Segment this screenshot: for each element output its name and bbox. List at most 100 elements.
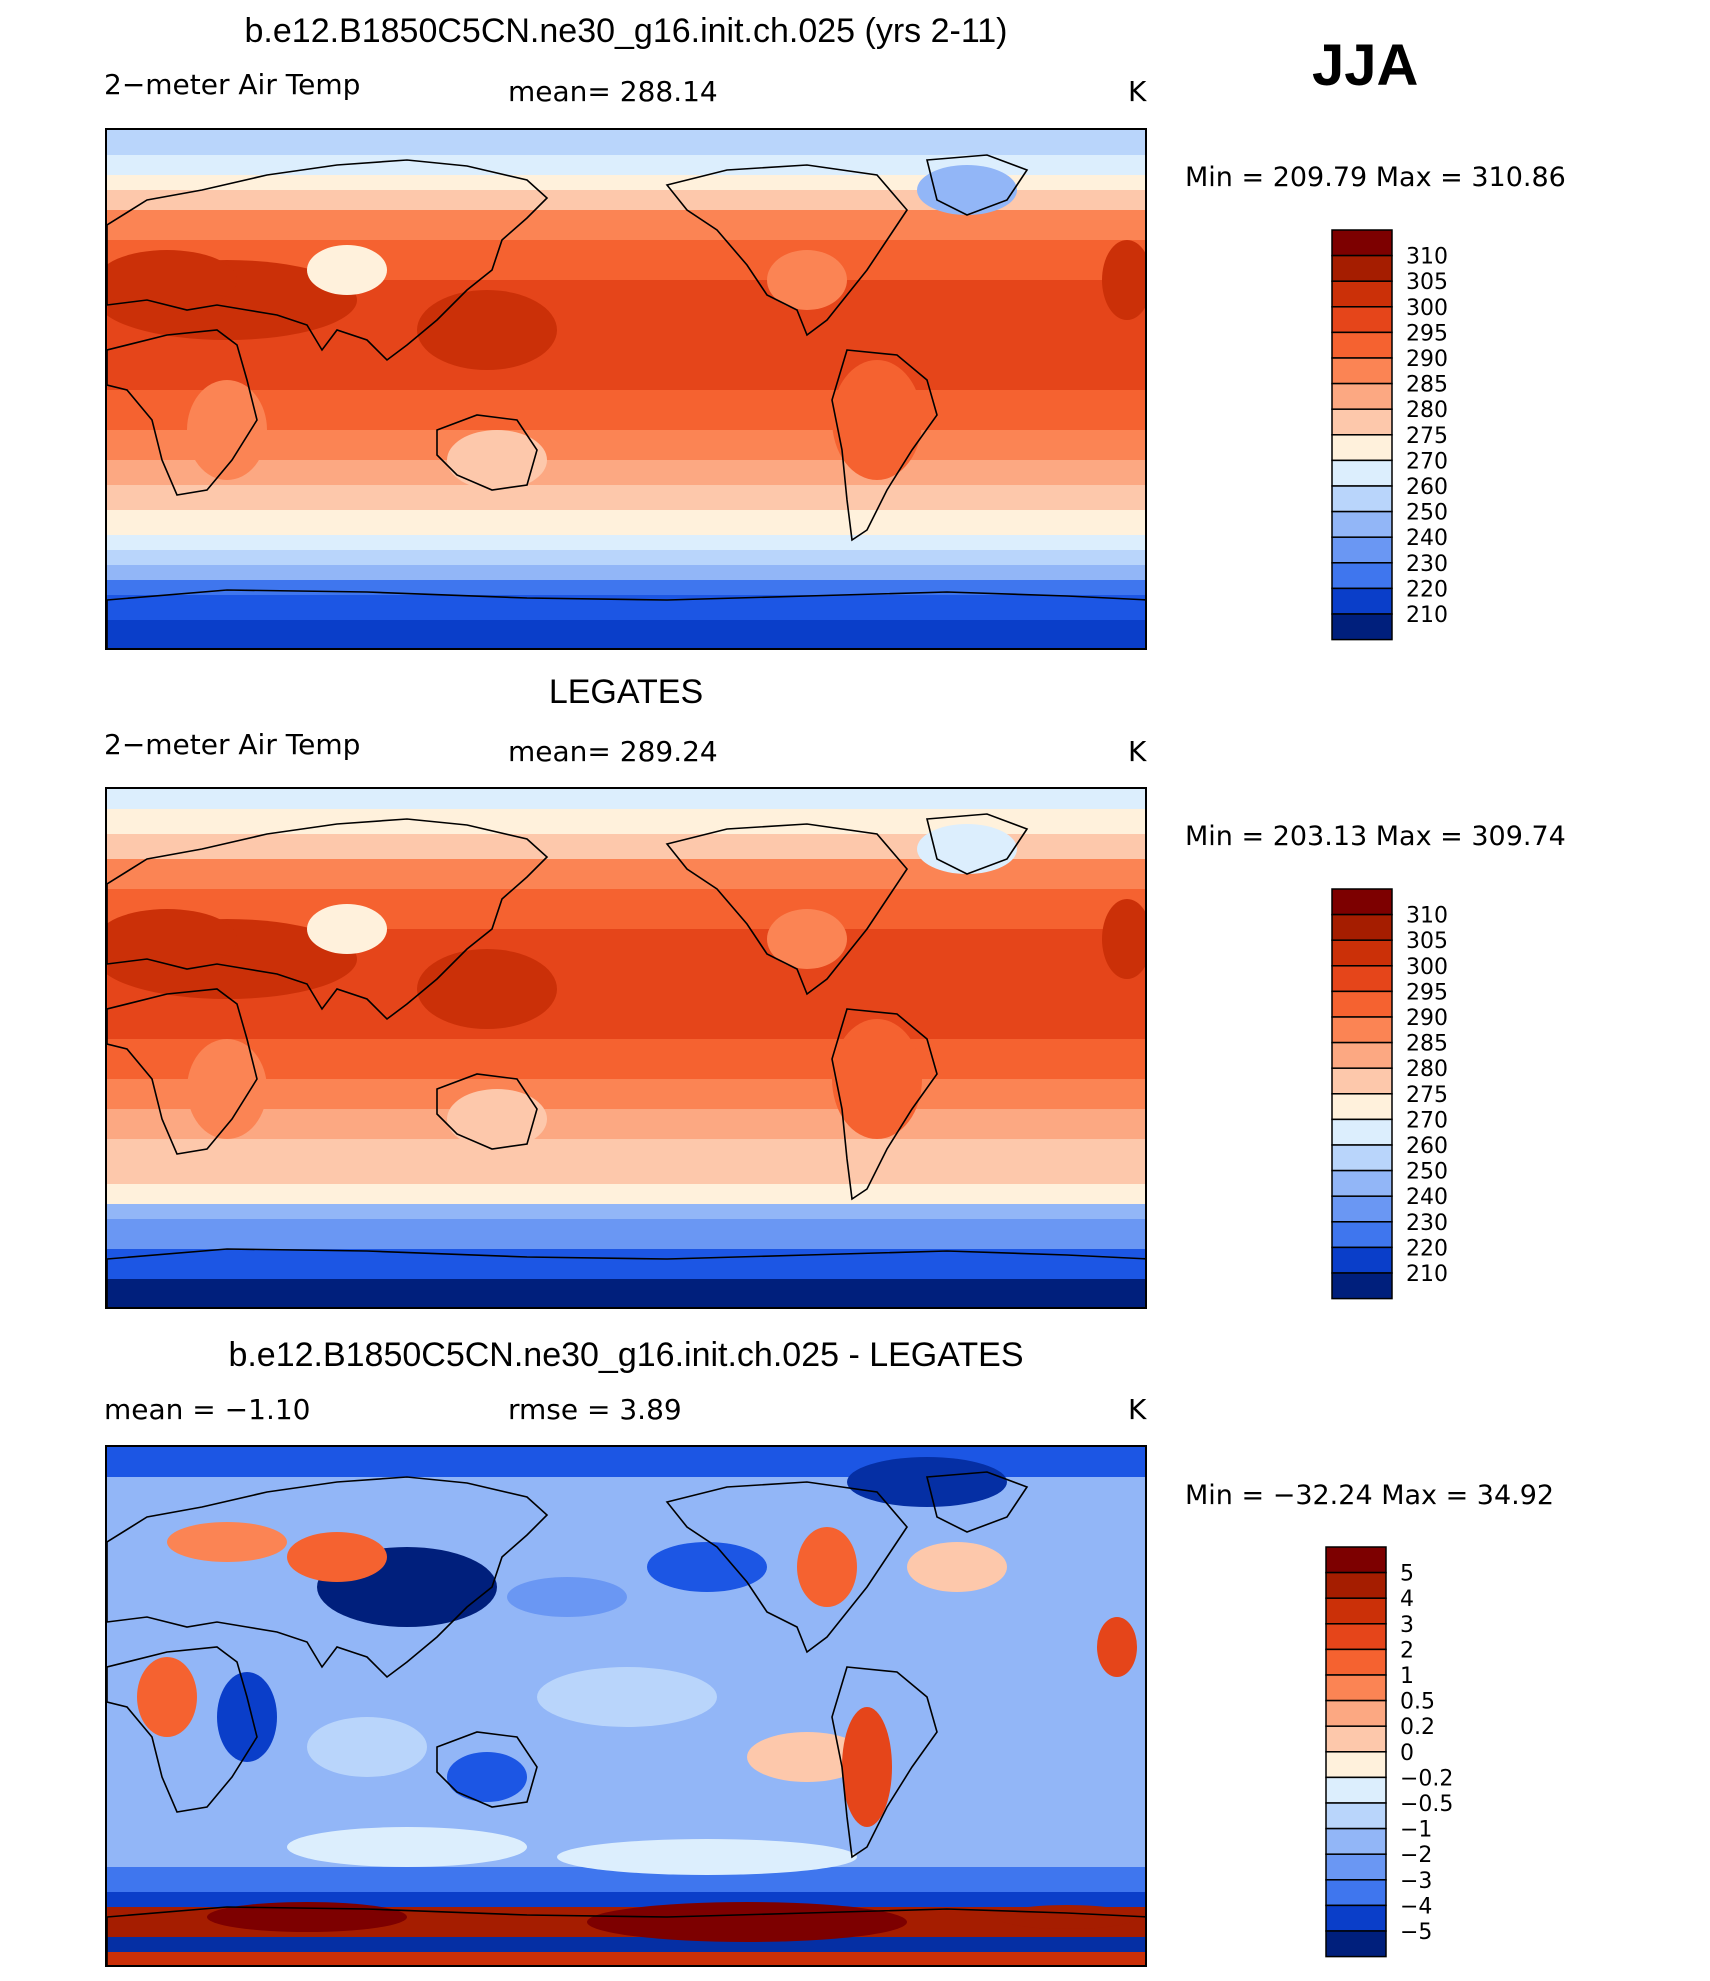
coastline [436,1073,538,1150]
panel-1-colorbar: 310 305 300 295 290 285 280 275 270 260 250 240 230 2… [1330,228,1510,649]
colorbar-box [1331,1041,1393,1069]
colorbar-tick-label: 240 [1406,526,1448,551]
difference-region [507,1577,627,1617]
difference-region [287,1532,387,1582]
temperature-band [107,565,1145,581]
temperature-region [832,1019,922,1139]
coastline [665,1481,909,1654]
colorbar-tick-label: 300 [1406,955,1448,980]
temperature-band [107,155,1145,176]
colorbar-box [1331,1221,1393,1249]
colorbar-box [1331,1272,1393,1300]
colorbar-box [1331,939,1393,967]
difference-region [997,1905,1137,1929]
temperature-band [107,430,1145,461]
colorbar-box [1331,965,1393,993]
colorbar-tick-label: −4 [1400,1894,1432,1919]
panel-1-title: b.e12.B1850C5CN.ne30_g16.init.ch.025 (yr… [244,12,1008,50]
panel-2-mean-label: mean= 289.24 [508,735,718,768]
panel-2-minmax: Min = 203.13 Max = 309.74 [1185,821,1566,852]
colorbar-box [1325,1776,1387,1804]
difference-band [107,1937,1145,1952]
difference-region [447,1752,527,1802]
panel-1-units: K [1128,75,1147,108]
temperature-region [1102,899,1145,979]
coastline [107,988,258,1155]
temperature-band [107,1219,1145,1250]
temperature-band [107,789,1145,810]
colorbar-tick-label: 310 [1406,904,1448,929]
colorbar-box [1331,888,1393,916]
colorbar-tick-label: 290 [1406,347,1448,372]
colorbar-tick-label: 220 [1406,577,1448,602]
colorbar-box [1325,1623,1387,1651]
colorbar-box [1325,1853,1387,1881]
coastline [436,414,538,491]
colorbar-tick-label: −0.5 [1400,1792,1453,1817]
panel-1-map [105,128,1147,650]
colorbar-box [1331,408,1393,436]
temperature-region [447,430,547,490]
colorbar-box [1325,1751,1387,1779]
temperature-region [767,250,847,310]
colorbar-box [1325,1674,1387,1702]
panel-2-variable-label: 2−meter Air Temp [104,728,361,761]
coastline [107,589,1145,648]
colorbar-tick-label: −5 [1400,1920,1432,1945]
colorbar-box [1331,1118,1393,1146]
panel-1-minmax: Min = 209.79 Max = 310.86 [1185,162,1566,193]
colorbar-tick-label: 285 [1406,1032,1448,1057]
panel-3-colorbar: 5 4 3 2 1 0.5 0.2 0 −0.2 −0.5 −1 −2 −3 −4 −5 [1324,1545,1510,1966]
colorbar-box [1325,1571,1387,1599]
colorbar-box [1331,229,1393,257]
colorbar-tick-label: 0 [1400,1741,1414,1766]
coastline [831,1666,938,1859]
colorbar-box [1331,1169,1393,1197]
colorbar-tick-label: 260 [1406,1134,1448,1159]
colorbar-box [1325,1904,1387,1932]
colorbar-box [1331,485,1393,513]
temperature-band [107,175,1145,191]
temperature-band [107,390,1145,431]
colorbar-box [1331,613,1393,641]
season-label: JJA [1312,33,1419,98]
colorbar-tick-label: 305 [1406,929,1448,954]
temperature-region [767,909,847,969]
coastline [925,154,1029,216]
colorbar-box [1325,1597,1387,1625]
colorbar-tick-label: 275 [1406,1083,1448,1108]
panel-3-rmse-label: rmse = 3.89 [508,1393,682,1426]
difference-region [842,1707,892,1827]
temperature-band [107,620,1145,648]
colorbar-box [1325,1546,1387,1574]
colorbar-tick-label: 1 [1400,1664,1414,1689]
difference-region [167,1522,287,1562]
colorbar-box [1325,1725,1387,1753]
coastline [925,1471,1029,1533]
colorbar-box [1325,1879,1387,1907]
temperature-band [107,1039,1145,1080]
panel-2-title: LEGATES [548,673,704,711]
colorbar-box [1331,1246,1393,1274]
temperature-region [187,1039,267,1139]
colorbar-box [1325,1648,1387,1676]
colorbar-box [1331,1093,1393,1121]
temperature-band [107,210,1145,241]
colorbar-box [1331,459,1393,487]
temperature-band [107,1184,1145,1205]
temperature-band [107,1079,1145,1110]
colorbar-box [1331,1195,1393,1223]
difference-band [107,1892,1145,1907]
temperature-band [107,1139,1145,1165]
colorbar-box [1325,1802,1387,1830]
colorbar-tick-label: 3 [1400,1613,1414,1638]
colorbar-tick-label: 0.5 [1400,1690,1435,1715]
colorbar-tick-label: 0.2 [1400,1715,1435,1740]
coastline [107,818,549,1021]
temperature-band [107,1164,1145,1185]
panel-1-mean-label: mean= 288.14 [508,75,718,108]
temperature-band [107,190,1145,211]
difference-band [107,1952,1145,1965]
temperature-band [107,535,1145,551]
coastline [665,164,909,337]
